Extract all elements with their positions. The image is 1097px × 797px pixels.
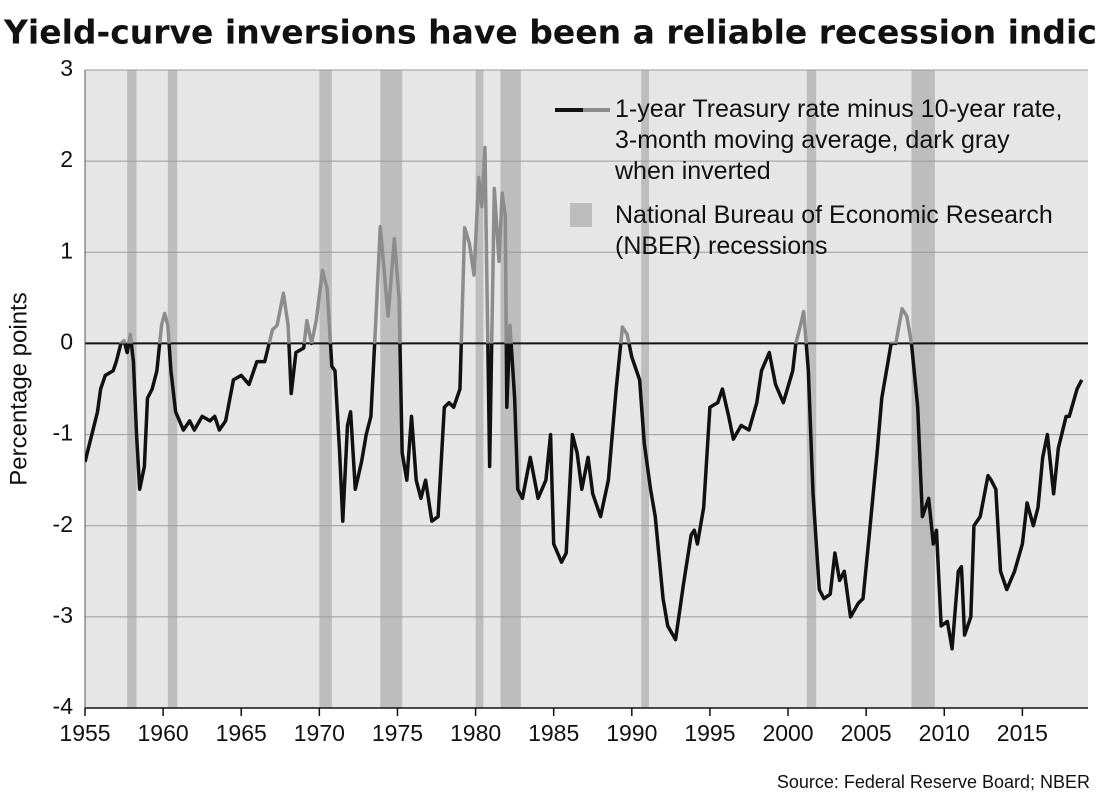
legend-swatch-recession [570, 203, 592, 227]
x-tick-label: 1985 [528, 720, 579, 746]
y-tick-label: -1 [53, 420, 73, 446]
x-tick-label: 1980 [450, 720, 501, 746]
recession-band [127, 70, 137, 708]
y-tick-label: -3 [53, 602, 73, 628]
y-tick-label: -4 [53, 693, 74, 719]
x-tick-label: 2005 [841, 720, 892, 746]
chart-title: Yield-curve inversions have been a relia… [3, 13, 1097, 52]
legend-label: National Bureau of Economic Research (NB… [615, 201, 1053, 260]
x-tick-label: 1960 [138, 720, 189, 746]
source-note: Source: Federal Reserve Board; NBER [777, 772, 1090, 792]
x-tick-label: 1965 [216, 720, 267, 746]
spread-line [85, 145, 1084, 651]
recession-band [911, 70, 935, 708]
x-tick-label: 1955 [59, 720, 110, 746]
recession-band [319, 70, 332, 708]
y-axis-label: Percentage points [5, 292, 32, 485]
x-tick-label: 1995 [684, 720, 735, 746]
y-tick-label: 1 [60, 237, 73, 263]
x-tick-label: 2000 [762, 720, 813, 746]
x-tick-label: 2010 [919, 720, 970, 746]
y-tick-label: -2 [53, 511, 73, 537]
x-tick-label: 1970 [294, 720, 345, 746]
recession-band [641, 70, 649, 708]
legend-label: 1-year Treasury rate minus 10-year rate,… [615, 95, 1063, 185]
recession-band [500, 70, 521, 708]
recession-band [380, 70, 403, 708]
y-tick-label: 2 [60, 146, 73, 172]
y-tick-label: 3 [60, 55, 73, 81]
x-tick-label: 1990 [606, 720, 657, 746]
x-tick-label: 1975 [372, 720, 423, 746]
y-tick-label: 0 [60, 329, 73, 355]
x-tick-label: 2015 [997, 720, 1048, 746]
recession-band [806, 70, 817, 708]
recession-band [475, 70, 484, 708]
